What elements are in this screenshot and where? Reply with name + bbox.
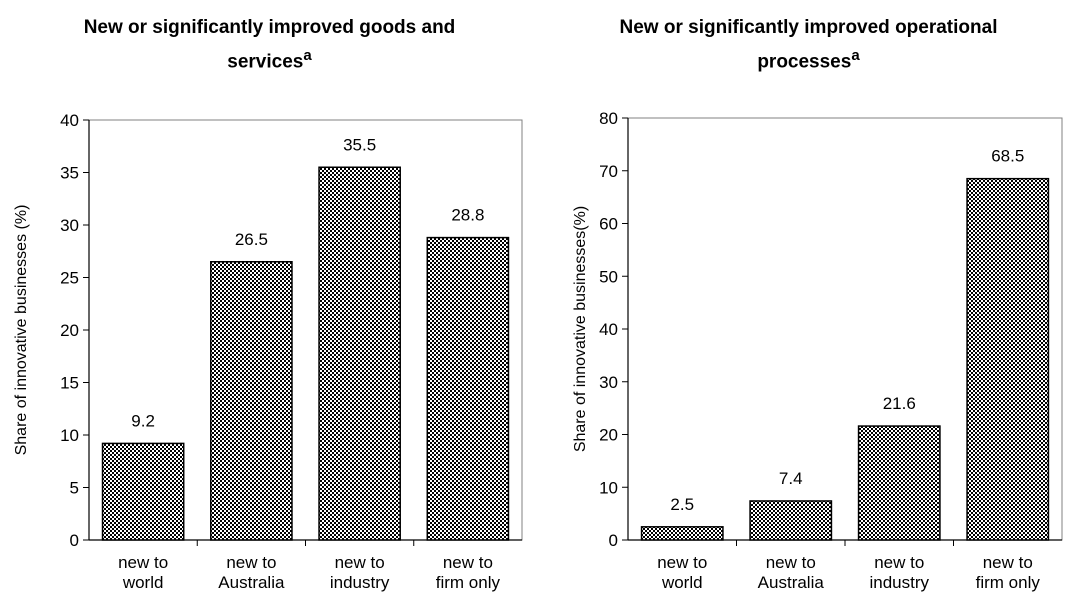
data-label: 7.4 bbox=[779, 469, 803, 488]
x-tick-label: new to bbox=[874, 553, 924, 572]
x-tick-label: industry bbox=[869, 573, 929, 592]
chart-title-superscript: a bbox=[851, 47, 860, 64]
x-tick-label: new to bbox=[335, 553, 385, 572]
chart-title: New or significantly improved goods and … bbox=[0, 14, 539, 76]
bar bbox=[318, 166, 401, 541]
y-tick-label: 20 bbox=[60, 321, 79, 340]
y-tick-label: 5 bbox=[70, 479, 79, 498]
x-tick-label: world bbox=[661, 573, 703, 592]
bar bbox=[640, 526, 724, 541]
x-tick-label: firm only bbox=[976, 573, 1041, 592]
x-tick-label: new to bbox=[657, 553, 707, 572]
x-tick-label: new to bbox=[118, 553, 168, 572]
data-label: 26.5 bbox=[235, 230, 268, 249]
x-tick-label: new to bbox=[226, 553, 276, 572]
bar bbox=[966, 177, 1050, 541]
y-tick-label: 10 bbox=[599, 478, 618, 497]
data-label: 2.5 bbox=[670, 495, 694, 514]
chart-title-line2: services bbox=[227, 51, 304, 73]
y-tick-label: 80 bbox=[599, 109, 618, 128]
chart-title-superscript: a bbox=[303, 47, 312, 64]
y-tick-label: 35 bbox=[60, 164, 79, 183]
y-tick-label: 40 bbox=[60, 111, 79, 130]
chart-panel-goods-services: New or significantly improved goods and … bbox=[0, 14, 539, 592]
y-tick-label: 30 bbox=[599, 373, 618, 392]
chart-title-line1: New or significantly improved operationa… bbox=[619, 17, 998, 38]
x-tick-label: world bbox=[122, 573, 164, 592]
x-tick-label: industry bbox=[330, 573, 390, 592]
data-label: 9.2 bbox=[131, 411, 155, 430]
y-tick-label: 0 bbox=[609, 531, 618, 550]
chart-title: New or significantly improved operationa… bbox=[539, 14, 1078, 76]
bar bbox=[857, 425, 941, 541]
y-tick-label: 60 bbox=[599, 215, 618, 234]
y-tick-label: 50 bbox=[599, 267, 618, 286]
y-tick-label: 40 bbox=[599, 320, 618, 339]
y-tick-label: 10 bbox=[60, 426, 79, 445]
bar bbox=[749, 500, 833, 541]
x-tick-label: new to bbox=[443, 553, 493, 572]
x-tick-label: new to bbox=[766, 553, 816, 572]
y-axis-label: Share of innovative businesses (%) bbox=[13, 205, 30, 456]
y-tick-label: 30 bbox=[60, 216, 79, 235]
x-tick-label: firm only bbox=[436, 573, 501, 592]
chart-title-line1: New or significantly improved goods and bbox=[83, 17, 456, 38]
bar bbox=[210, 261, 293, 541]
data-label: 35.5 bbox=[343, 135, 376, 154]
data-label: 68.5 bbox=[991, 147, 1024, 166]
data-label: 21.6 bbox=[883, 394, 916, 413]
y-tick-label: 15 bbox=[60, 374, 79, 393]
data-label: 28.8 bbox=[451, 206, 484, 225]
x-tick-label: Australia bbox=[218, 573, 285, 592]
bar-chart-goods-services: 0 5 10 15 20 25 30 35 40 Share of innovative busi… bbox=[13, 111, 523, 592]
y-tick-label: 20 bbox=[599, 426, 618, 445]
bar bbox=[426, 236, 510, 541]
y-axis-label: Share of innovative businesses(%) bbox=[572, 206, 589, 452]
y-tick-label: 25 bbox=[60, 269, 79, 288]
chart-panel-operational-processes: New or significantly improved operationa… bbox=[539, 0, 1078, 601]
y-tick-label: 70 bbox=[599, 162, 618, 181]
bar bbox=[101, 442, 185, 541]
chart-title-line2: processes bbox=[757, 51, 852, 73]
x-tick-label: Australia bbox=[758, 573, 825, 592]
y-tick-label: 0 bbox=[70, 531, 79, 550]
bar-chart-operational-processes: 0 10 20 30 40 50 60 70 80 Share of innovative bus… bbox=[572, 109, 1063, 592]
x-tick-label: new to bbox=[983, 553, 1033, 572]
